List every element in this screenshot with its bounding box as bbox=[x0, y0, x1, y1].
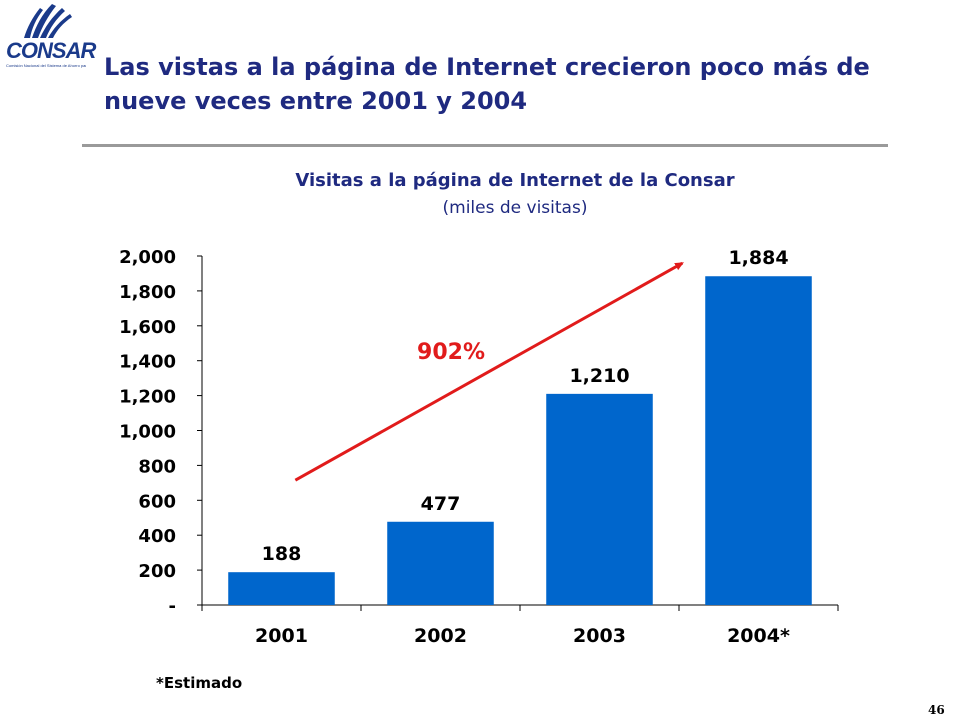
y-tick-label: 1,800 bbox=[119, 282, 176, 303]
chart-title: Visitas a la página de Internet de la Co… bbox=[295, 170, 735, 191]
data-label: 1,884 bbox=[728, 247, 788, 269]
bar-2003 bbox=[546, 393, 653, 605]
bar-2001 bbox=[228, 572, 335, 605]
y-tick-label: 1,200 bbox=[119, 387, 176, 408]
x-tick-label: 2004* bbox=[727, 625, 790, 647]
y-tick-label: 600 bbox=[138, 491, 176, 512]
logo-wordmark: CONSAR bbox=[6, 38, 96, 64]
logo-word-prefix: CON bbox=[6, 38, 53, 63]
y-tick-label: 1,000 bbox=[119, 422, 176, 443]
page-number: 46 bbox=[928, 703, 945, 717]
consar-logo: CONSAR Comisión Nacional del Sistema de … bbox=[2, 0, 96, 74]
y-tick-label: - bbox=[169, 596, 176, 617]
x-tick-label: 2002 bbox=[414, 625, 467, 647]
data-label: 477 bbox=[421, 493, 461, 515]
data-label: 1,210 bbox=[569, 365, 629, 387]
bar-2004 bbox=[705, 276, 812, 605]
logo-mark-icon bbox=[24, 4, 72, 38]
data-label: 188 bbox=[262, 543, 302, 565]
slide-title: Las vistas a la página de Internet creci… bbox=[104, 53, 870, 115]
y-tick-label: 2,000 bbox=[119, 247, 176, 268]
chart-subtitle: (miles de visitas) bbox=[442, 198, 588, 218]
y-tick-label: 800 bbox=[138, 456, 176, 477]
logo-word-suffix: SAR bbox=[51, 38, 96, 63]
logo-subtext: Comisión Nacional del Sistema de Ahorro … bbox=[6, 63, 86, 68]
title-divider bbox=[82, 144, 888, 147]
growth-annotation: 902% bbox=[417, 340, 485, 365]
y-tick-label: 1,400 bbox=[119, 352, 176, 373]
x-tick-label: 2001 bbox=[255, 625, 308, 647]
y-tick-label: 400 bbox=[138, 526, 176, 547]
growth-arrow bbox=[294, 261, 684, 482]
bar-2002 bbox=[387, 521, 494, 605]
y-tick-label: 1,600 bbox=[119, 317, 176, 338]
y-tick-label: 200 bbox=[138, 561, 176, 582]
footnote: *Estimado bbox=[156, 674, 243, 692]
x-tick-label: 2003 bbox=[573, 625, 626, 647]
